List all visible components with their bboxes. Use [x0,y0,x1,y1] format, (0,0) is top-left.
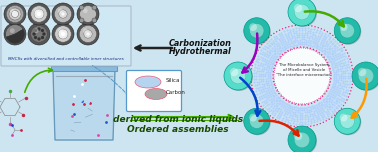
Circle shape [33,32,36,36]
Circle shape [41,36,44,39]
Circle shape [340,24,355,38]
Circle shape [10,28,15,33]
Circle shape [245,19,271,45]
Circle shape [58,8,63,13]
Circle shape [294,4,310,20]
Circle shape [79,25,97,43]
Circle shape [28,23,50,45]
Circle shape [249,23,257,31]
Circle shape [80,6,96,22]
Circle shape [335,19,361,45]
Circle shape [58,29,68,39]
Circle shape [340,114,355,128]
Circle shape [77,3,99,25]
Circle shape [6,5,23,23]
Circle shape [340,114,347,121]
Ellipse shape [145,88,167,100]
Circle shape [340,23,347,31]
Wedge shape [6,25,23,37]
Circle shape [358,68,374,84]
Circle shape [244,18,270,44]
Circle shape [31,6,47,22]
Circle shape [352,62,378,90]
Circle shape [86,32,90,36]
Circle shape [54,5,71,23]
Circle shape [59,10,67,18]
Circle shape [245,109,271,135]
Circle shape [274,48,330,104]
Text: derived from ionic liquids: derived from ionic liquids [113,114,243,123]
Polygon shape [53,68,115,140]
Circle shape [42,32,46,36]
Circle shape [9,8,21,20]
Circle shape [37,12,41,16]
Text: The Microbalance System
of Micelle and Vesicle
"The interface microreactor": The Microbalance System of Micelle and V… [276,63,332,77]
Wedge shape [6,29,24,43]
FancyBboxPatch shape [127,71,181,112]
Circle shape [34,36,37,39]
Circle shape [34,28,39,33]
Circle shape [92,18,97,23]
FancyBboxPatch shape [1,6,131,66]
Circle shape [83,8,88,13]
Circle shape [294,132,302,140]
Circle shape [358,68,366,76]
Circle shape [61,12,65,16]
Circle shape [37,37,41,41]
Circle shape [244,108,270,134]
Polygon shape [54,74,114,138]
Circle shape [225,63,253,91]
Circle shape [41,29,44,32]
Circle shape [77,23,99,45]
Circle shape [353,63,378,91]
Circle shape [230,68,238,76]
Circle shape [230,68,246,84]
Circle shape [37,27,41,31]
Circle shape [28,3,50,25]
Circle shape [4,23,26,45]
Circle shape [92,5,97,10]
Circle shape [334,108,360,134]
Text: Ordered assemblies: Ordered assemblies [127,126,229,135]
Circle shape [289,0,317,27]
Circle shape [294,132,310,148]
Circle shape [84,30,92,38]
Circle shape [4,3,26,25]
Circle shape [335,109,361,135]
Text: MHCSs with diversified and controllable inner structures: MHCSs with diversified and controllable … [8,57,124,61]
Circle shape [294,4,302,12]
Ellipse shape [135,76,161,88]
Circle shape [83,28,88,33]
Circle shape [34,8,39,13]
Circle shape [249,114,257,121]
Circle shape [58,28,63,33]
Circle shape [55,26,71,42]
Circle shape [249,114,264,128]
Text: Silica: Silica [166,78,181,83]
Circle shape [249,24,264,38]
Text: Carbon: Carbon [166,90,186,95]
Circle shape [34,29,37,32]
Circle shape [31,26,47,42]
FancyBboxPatch shape [51,66,117,71]
Circle shape [289,127,317,152]
Circle shape [288,126,316,152]
Circle shape [79,18,84,23]
Circle shape [334,18,360,44]
Circle shape [79,5,84,10]
Circle shape [52,3,74,25]
Circle shape [11,10,19,17]
Circle shape [61,32,65,36]
Text: Carbonization: Carbonization [169,38,231,47]
Circle shape [52,23,74,45]
Circle shape [288,0,316,26]
Circle shape [224,62,252,90]
Text: Hydrothermal: Hydrothermal [169,47,231,57]
Circle shape [10,8,15,13]
Circle shape [34,9,44,19]
